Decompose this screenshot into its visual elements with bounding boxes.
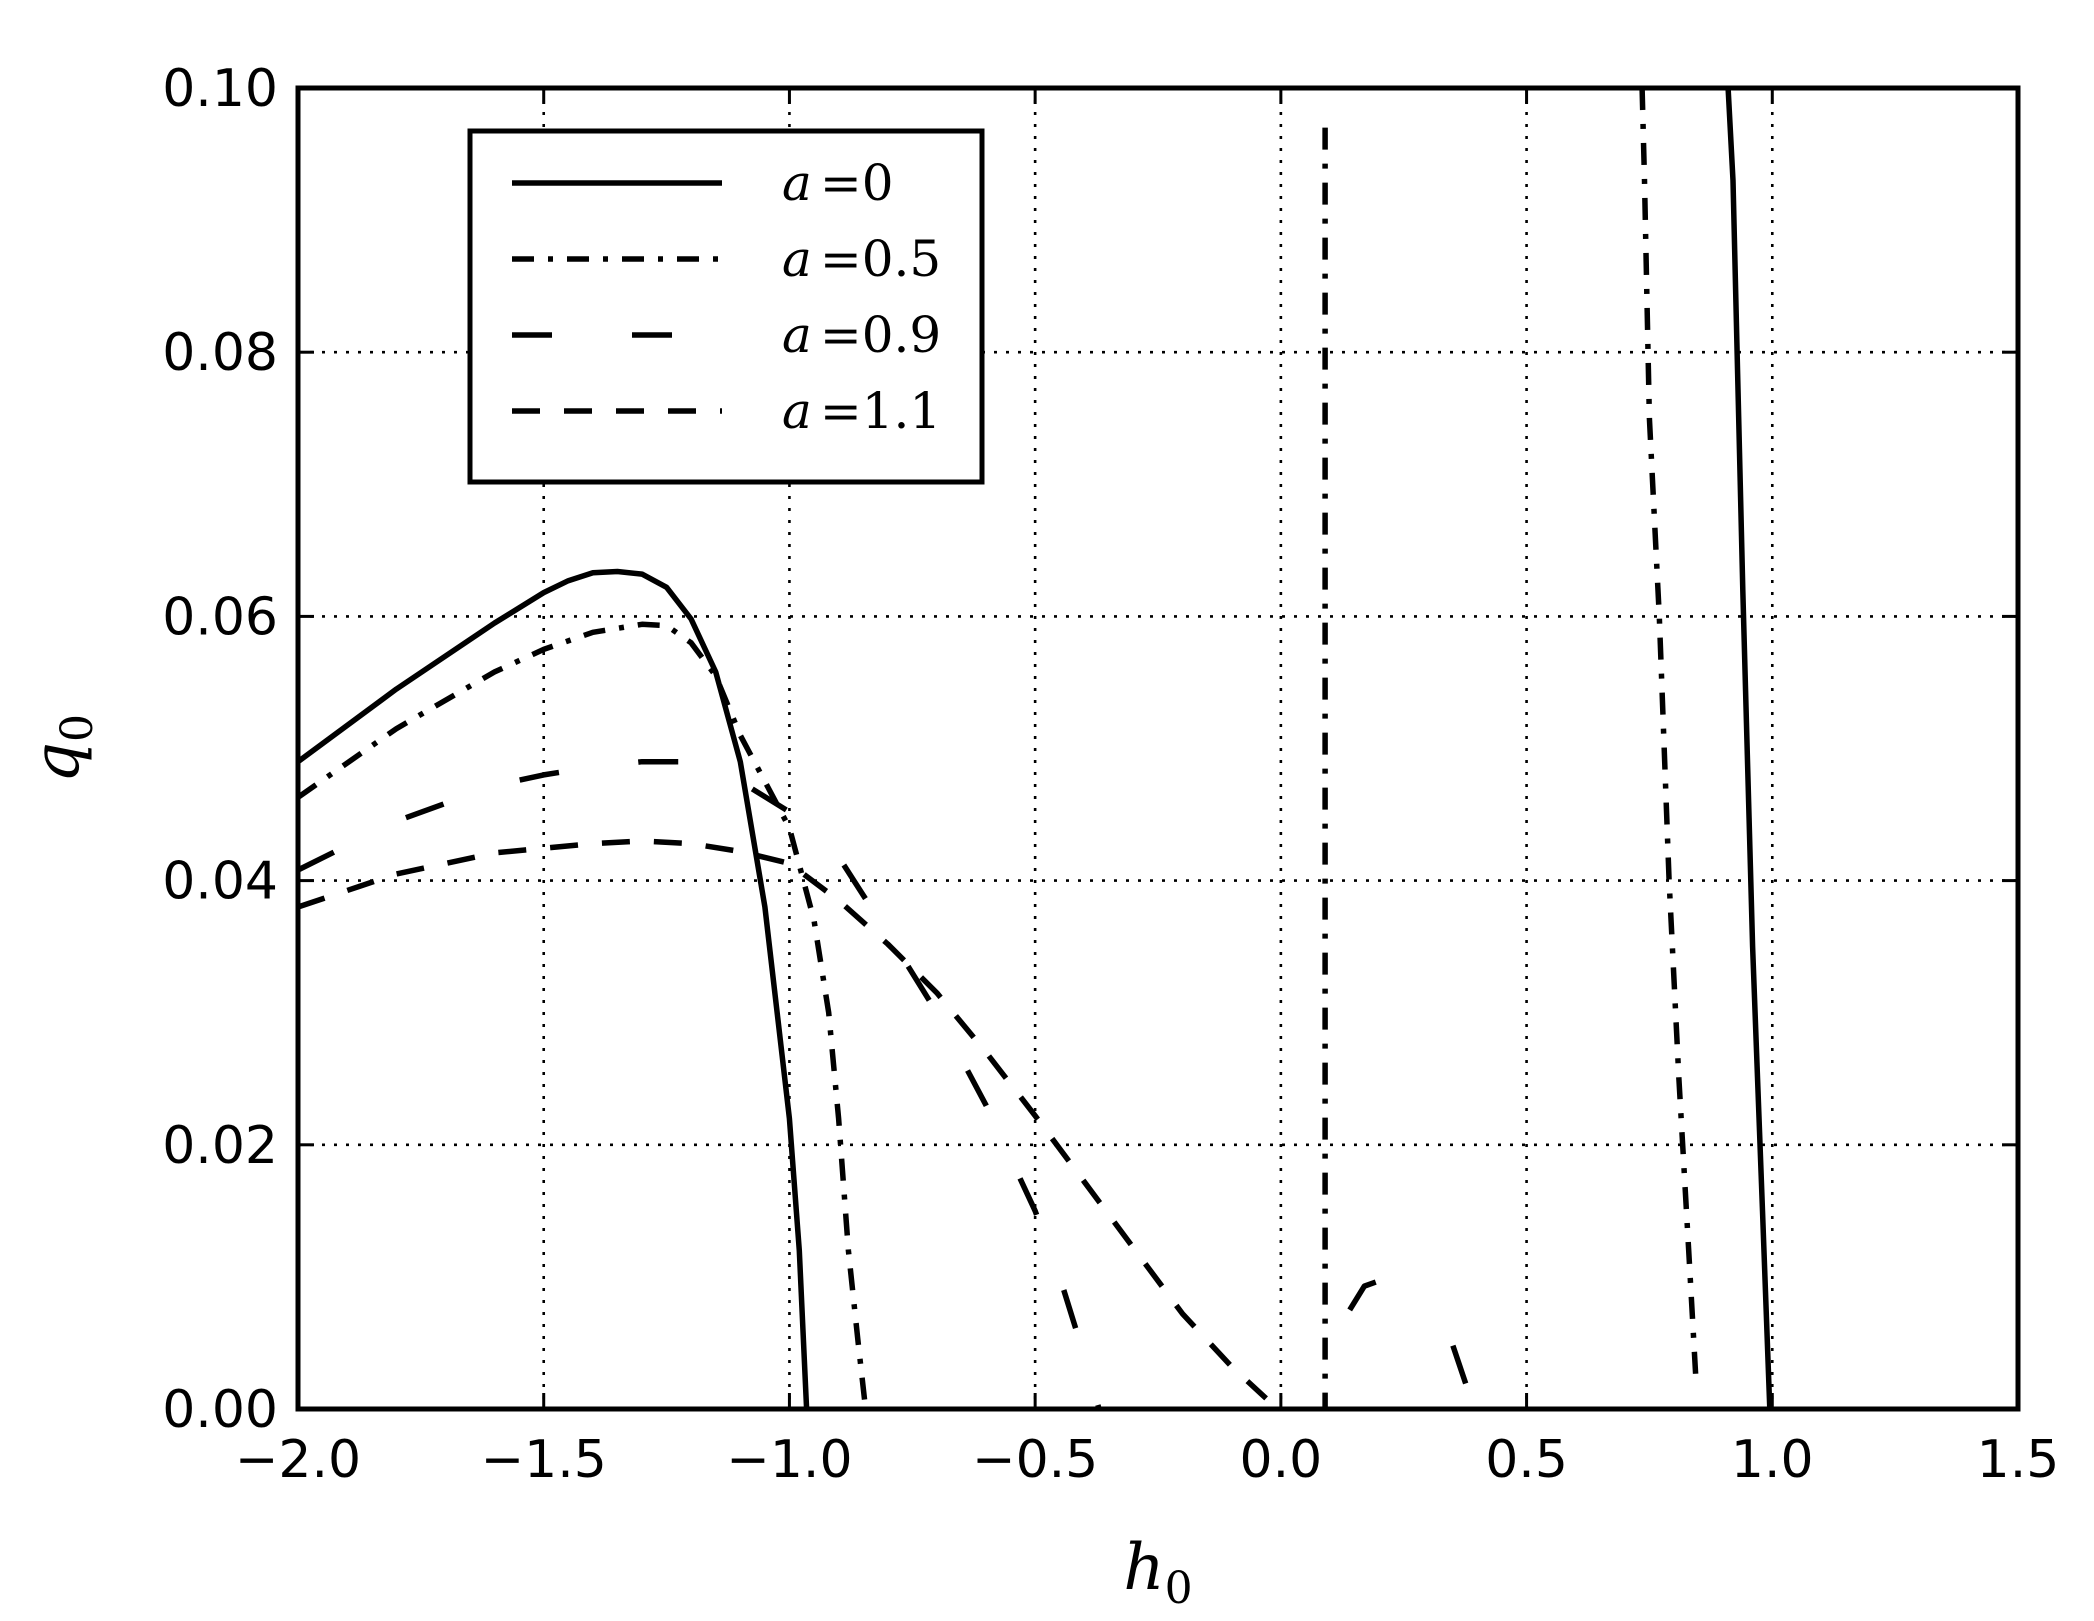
y-tick-label: 0.00	[162, 1380, 278, 1440]
legend-label: a =0	[782, 154, 894, 212]
series-3	[297, 838, 1268, 1401]
x-tick-label: 0.0	[1240, 1430, 1323, 1490]
y-tick-label: 0.02	[162, 1116, 278, 1176]
x-tick-label: −0.5	[972, 1430, 1098, 1490]
y-axis-label: q0	[20, 714, 103, 783]
series-line	[1450, 1344, 1476, 1410]
axis-ticks: −2.0 −1.5 −1.0 −0.5 0.0 0.5 1.0 1.5 0.00 0.02 0.04…	[162, 59, 2059, 1490]
series-line	[297, 838, 1268, 1401]
x-tick-label: 1.5	[1977, 1430, 2060, 1490]
x-tick-label: −2.0	[235, 1430, 361, 1490]
series-line	[1347, 1278, 1381, 1312]
legend-box	[467, 128, 985, 485]
y-tick-label: 0.10	[162, 59, 278, 119]
y-tick-label: 0.06	[162, 587, 278, 647]
x-tick-label: 1.0	[1731, 1430, 1814, 1490]
series-2	[296, 758, 1476, 1410]
legend-label: a =0.5	[782, 230, 941, 288]
series-line	[1725, 87, 1773, 1410]
grid	[298, 88, 2018, 1409]
legend-label: a =0.9	[782, 306, 941, 364]
series-line	[1639, 87, 1699, 1383]
x-tick-label: −1.0	[726, 1430, 852, 1490]
x-axis-label: h0	[1123, 1531, 1192, 1614]
legend: a =0 a =0.5 a =0.9 a =1.1	[467, 128, 985, 485]
series-line	[296, 621, 869, 1410]
series-line	[296, 758, 1102, 1410]
plot-series	[296, 87, 1773, 1410]
plot-frame	[295, 85, 2021, 1412]
y-tick-label: 0.08	[162, 323, 278, 383]
x-tick-label: 0.5	[1485, 1430, 1568, 1490]
x-tick-label: −1.5	[481, 1430, 607, 1490]
y-tick-label: 0.04	[162, 852, 278, 912]
legend-label: a =1.1	[782, 382, 941, 440]
series-0	[296, 87, 1773, 1410]
series-line	[296, 568, 810, 1410]
series-1	[296, 87, 1699, 1410]
